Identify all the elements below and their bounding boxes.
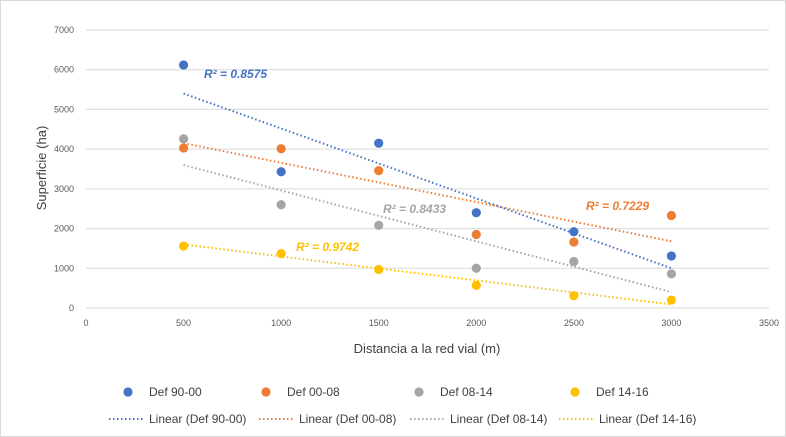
- trendlines: [183, 92, 672, 306]
- y-tick-label: 1000: [54, 263, 74, 273]
- data-point: [666, 295, 677, 305]
- y-tick-label: 5000: [54, 104, 74, 114]
- data-point: [178, 143, 189, 153]
- x-tick-label: 1000: [271, 318, 291, 328]
- data-point: [178, 134, 189, 144]
- x-axis-title: Distancia a la red vial (m): [354, 341, 501, 356]
- data-point: [178, 241, 189, 251]
- legend-trend-label-4: Linear (Def 14-16): [599, 412, 696, 426]
- data-point: [666, 251, 677, 261]
- data-point: [374, 138, 384, 148]
- trendline-4: [183, 243, 672, 306]
- legend-marker-3: [414, 387, 424, 397]
- data-point: [471, 229, 481, 240]
- legend-trend-label-2: Linear (Def 00-08): [299, 412, 396, 426]
- y-tick-label: 2000: [54, 224, 74, 234]
- data-point: [374, 264, 384, 275]
- data-point: [666, 210, 677, 221]
- data-point: [471, 280, 481, 290]
- r2-label-2: R² = 0.7229: [586, 199, 649, 213]
- x-tick-label: 2500: [564, 318, 584, 328]
- r2-labels: R² = 0.8575 R² = 0.7229 R² = 0.8433 R² = 0.…: [204, 67, 649, 254]
- data-point: [276, 167, 286, 177]
- data-point: [569, 256, 579, 267]
- data-point: [569, 291, 579, 301]
- y-tick-label: 6000: [54, 65, 74, 75]
- legend-marker-2: [261, 387, 271, 397]
- y-tick-label: 7000: [54, 25, 74, 35]
- data-point: [178, 60, 189, 70]
- x-tick-label: 1500: [369, 318, 389, 328]
- data-point: [569, 227, 579, 237]
- trendline-1: [183, 92, 672, 270]
- legend-marker-1: [123, 387, 133, 397]
- data-point: [471, 263, 481, 273]
- data-point: [569, 237, 579, 247]
- data-point: [666, 269, 677, 279]
- y-tick-label: 4000: [54, 144, 74, 154]
- r2-label-4: R² = 0.9742: [296, 240, 359, 254]
- x-tick-label: 500: [176, 318, 191, 328]
- y-axis-title: Superficie (ha): [34, 126, 49, 211]
- data-point: [276, 200, 286, 210]
- data-point: [276, 248, 286, 259]
- r2-label-1: R² = 0.8575: [204, 67, 267, 81]
- x-tick-label: 2000: [466, 318, 486, 328]
- y-tick-labels: 0 1000 2000 3000 4000 5000 6000 7000: [54, 25, 74, 313]
- legend-marker-4: [570, 387, 580, 397]
- y-tick-label: 3000: [54, 184, 74, 194]
- x-tick-label: 3000: [661, 318, 681, 328]
- legend-trend-label-3: Linear (Def 08-14): [450, 412, 547, 426]
- x-tick-labels: 0 500 1000 1500 2000 2500 3000 3500: [83, 318, 779, 328]
- legend-label-1: Def 90-00: [149, 385, 202, 399]
- r2-label-3: R² = 0.8433: [383, 202, 446, 216]
- legend: Def 90-00 Def 00-08 Def 08-14 Def 14-16 Line…: [109, 385, 696, 426]
- x-tick-label: 0: [83, 318, 88, 328]
- trendline-3: [183, 164, 672, 294]
- data-point: [374, 165, 384, 176]
- gridlines: [86, 29, 769, 309]
- data-point: [374, 220, 384, 230]
- legend-label-2: Def 00-08: [287, 385, 340, 399]
- legend-trend-label-1: Linear (Def 90-00): [149, 412, 246, 426]
- data-points: [178, 60, 677, 305]
- y-tick-label: 0: [69, 303, 74, 313]
- legend-label-4: Def 14-16: [596, 385, 649, 399]
- data-point: [276, 144, 286, 154]
- data-point: [471, 208, 481, 218]
- x-tick-label: 3500: [759, 318, 779, 328]
- legend-label-3: Def 08-14: [440, 385, 493, 399]
- trendline-2: [183, 142, 672, 243]
